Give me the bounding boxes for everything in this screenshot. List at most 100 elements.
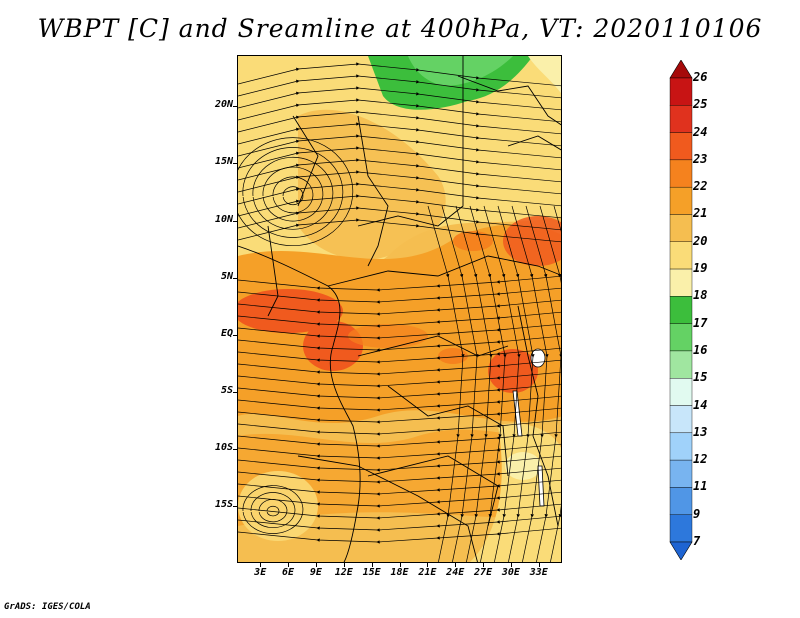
streamline xyxy=(252,156,334,230)
map-svg xyxy=(238,56,561,562)
colorbar-label: 11 xyxy=(693,479,708,494)
wbpt-22-patch-ne xyxy=(453,231,493,251)
streamline xyxy=(238,146,561,171)
streamline xyxy=(238,98,561,123)
lat-tick-label: 10S xyxy=(214,441,233,453)
streamline xyxy=(262,166,324,222)
lat-tick-label: 20N xyxy=(214,99,233,111)
streamline xyxy=(238,62,561,87)
lon-tick-mark xyxy=(455,563,457,567)
streamline xyxy=(242,485,304,534)
colorbar-segment xyxy=(669,432,693,461)
colorbar-segment xyxy=(669,487,693,515)
lon-tick-label: 24E xyxy=(446,567,465,578)
lon-tick-label: 6E xyxy=(282,567,295,578)
wbpt-23-patch-lakes xyxy=(488,349,538,393)
lon-tick-label: 30E xyxy=(501,567,520,578)
colorbar-label: 19 xyxy=(693,261,708,276)
lat-tick-mark xyxy=(233,106,237,108)
colorbar-label: 22 xyxy=(693,179,708,194)
wbpt-19-southwest xyxy=(238,471,318,541)
colorbar-label: 16 xyxy=(693,342,708,357)
lon-tick-label: 12E xyxy=(334,567,353,578)
lon-tick-label: 9E xyxy=(309,567,322,578)
colorbar-label: 25 xyxy=(693,97,708,112)
streamline xyxy=(238,86,561,111)
colorbar-segment xyxy=(669,405,693,434)
lat-tick-label: 5S xyxy=(220,384,233,396)
colorbar-segment xyxy=(669,214,693,242)
colorbar-segment xyxy=(669,159,693,188)
colorbar-label: 17 xyxy=(693,315,708,330)
lon-tick-mark xyxy=(427,563,429,567)
streamlines xyxy=(238,62,561,562)
lon-tick-label: 18E xyxy=(390,567,409,578)
colorbar-segment xyxy=(669,378,693,406)
colorbar-label: 21 xyxy=(693,206,708,221)
streamline xyxy=(238,110,561,135)
lon-tick-label: 3E xyxy=(254,567,267,578)
lat-tick-mark xyxy=(233,448,237,450)
colorbar-label: 7 xyxy=(693,534,701,548)
colorbar-segment xyxy=(669,132,693,161)
chart-title: WBPT [C] and Sreamline at 400hPa, VT: 20… xyxy=(37,14,763,43)
colorbar-segment xyxy=(669,105,693,133)
lat-tick-mark xyxy=(233,505,237,507)
streamline xyxy=(238,134,561,159)
lat-tick-mark xyxy=(233,391,237,393)
colorbar-segment xyxy=(669,296,693,324)
grads-credit: GrADS: IGES/COLA xyxy=(4,602,91,612)
streamline xyxy=(250,492,296,528)
colorbar-segment xyxy=(669,77,693,106)
streamline xyxy=(238,170,561,195)
colorbar-label: 14 xyxy=(693,397,708,412)
colorbar-segment xyxy=(669,323,693,352)
streamline xyxy=(266,506,280,517)
lon-tick-mark xyxy=(483,563,485,567)
lat-tick-label: EQ xyxy=(220,327,233,339)
colorbar-label: 15 xyxy=(693,370,708,385)
colorbar-label: 13 xyxy=(693,424,708,439)
colorbar-label: 24 xyxy=(693,124,708,139)
lon-tick-mark xyxy=(399,563,401,567)
streamline xyxy=(539,205,561,562)
lon-tick-mark xyxy=(510,563,512,567)
streamline xyxy=(242,147,344,238)
streamline xyxy=(238,122,561,147)
lat-tick-label: 15S xyxy=(214,498,233,510)
lon-tick-label: 33E xyxy=(529,567,548,578)
streamline xyxy=(272,176,314,214)
lon-tick-mark xyxy=(288,563,290,567)
colorbar-label: 9 xyxy=(693,506,701,521)
streamline xyxy=(238,137,354,247)
colorbar-segment xyxy=(669,459,693,488)
colorbar-segment xyxy=(669,350,693,379)
streamline xyxy=(238,515,561,532)
colorbar-label: 18 xyxy=(693,288,708,303)
colorbar-label: 26 xyxy=(693,70,708,84)
lon-tick-mark xyxy=(260,563,262,567)
map-plot-area xyxy=(237,55,562,563)
wbpt-18-region-ne xyxy=(528,56,561,94)
lat-tick-mark xyxy=(233,277,237,279)
streamline xyxy=(238,527,561,544)
colorbar-bottom-arrow xyxy=(669,541,693,560)
streamline xyxy=(258,499,288,523)
streamline xyxy=(238,182,561,207)
lon-tick-label: 21E xyxy=(418,567,437,578)
colorbar-label: 23 xyxy=(693,151,708,166)
lat-tick-mark xyxy=(233,163,237,165)
streamline xyxy=(238,206,561,231)
colorbar-segment xyxy=(669,186,693,215)
lon-tick-mark xyxy=(343,563,345,567)
colorbar xyxy=(669,60,693,560)
colorbar-label: 20 xyxy=(693,233,708,248)
lon-tick-mark xyxy=(538,563,540,567)
lon-tick-mark xyxy=(371,563,373,567)
lat-tick-label: 15N xyxy=(214,156,233,168)
wbpt-22-patch-mid xyxy=(348,324,428,348)
colorbar-top-arrow xyxy=(669,60,693,79)
streamline xyxy=(282,186,304,205)
colorbar-label: 12 xyxy=(693,452,708,467)
lon-tick-mark xyxy=(315,563,317,567)
